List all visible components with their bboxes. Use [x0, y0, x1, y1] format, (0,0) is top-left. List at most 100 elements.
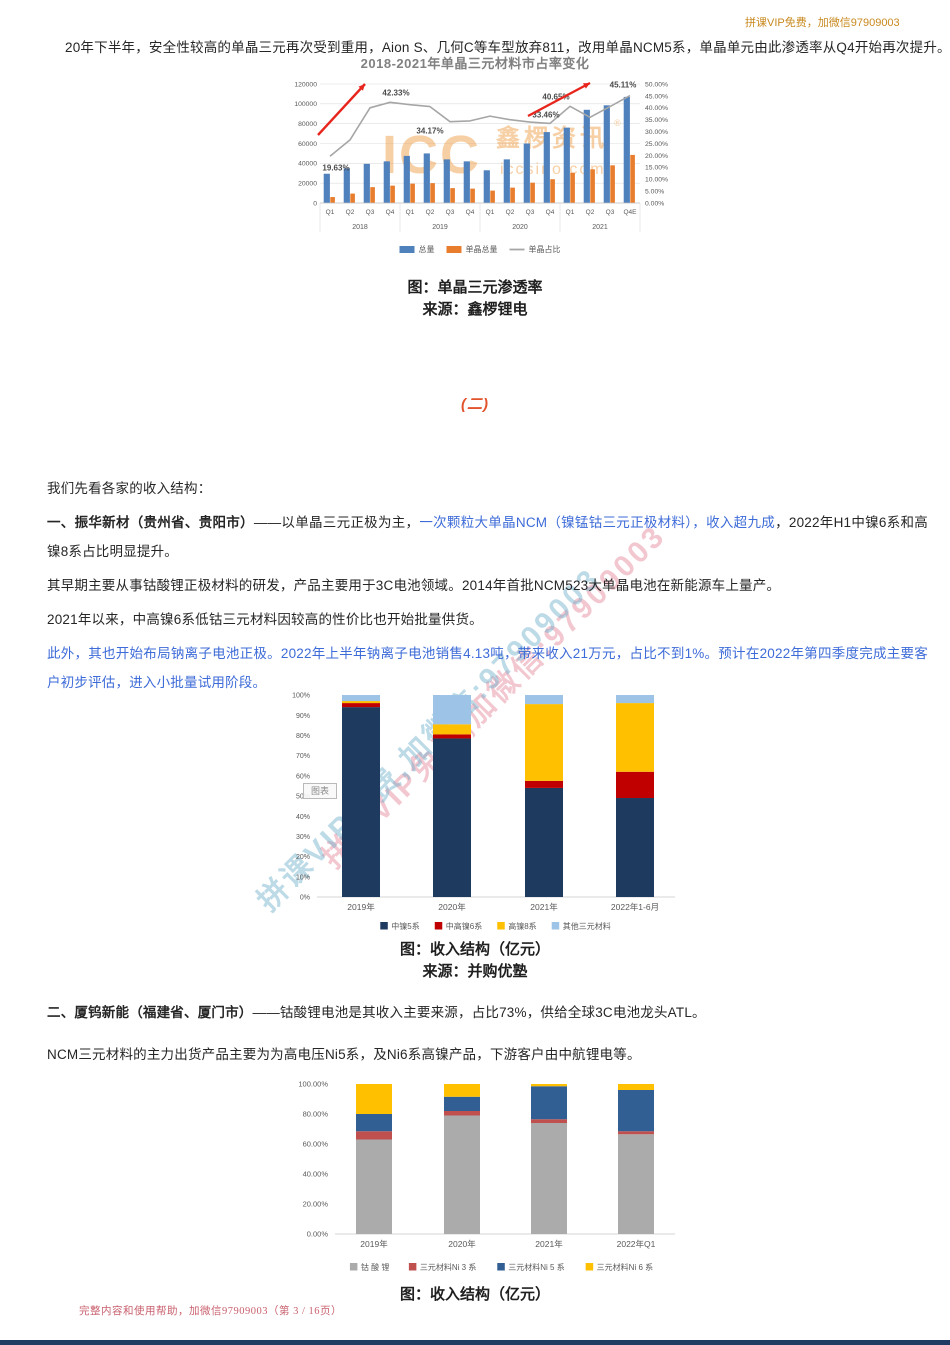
svg-text:2020: 2020 [512, 224, 528, 231]
xtc-rest: ——钴酸锂电池是其收入主要来源，占比73%，供给全球3C电池龙头ATL。 [252, 1004, 706, 1020]
svg-text:单晶总量: 单晶总量 [466, 244, 498, 254]
svg-text:0: 0 [313, 200, 317, 207]
svg-text:40.00%: 40.00% [645, 105, 668, 112]
svg-text:20.00%: 20.00% [645, 153, 668, 160]
svg-text:10.00%: 10.00% [645, 177, 668, 184]
zhenhua-rest: ，2022年H1中镍6系和高镍8系占比明显提升。 [47, 514, 928, 559]
svg-text:Q2: Q2 [346, 209, 355, 216]
svg-text:0%: 0% [300, 895, 310, 902]
svg-text:ICC: ICC [382, 125, 481, 185]
svg-text:25.00%: 25.00% [645, 141, 668, 148]
paragraph-zhenhua: 一、振华新材（贵州省、贵阳市）——以单晶三元正极为主，一次颗粒大单晶NCM（镍锰… [47, 508, 928, 566]
svg-text:Q4E: Q4E [623, 209, 637, 216]
svg-text:Q3: Q3 [606, 209, 615, 216]
vip-watermark-top: 拼课VIP免费，加微信97909003 [745, 17, 900, 29]
svg-text:单晶占比: 单晶占比 [529, 244, 561, 254]
svg-text:2021: 2021 [592, 224, 608, 231]
svg-text:Q1: Q1 [326, 209, 335, 216]
paragraph-lead: 我们先看各家的收入结构： [47, 480, 212, 496]
zhenhua-highlight: 一次颗粒大单晶NCM（镍锰钴三元正极材料），收入超九成 [419, 514, 776, 530]
svg-text:2018: 2018 [352, 224, 368, 231]
page-footer: 完整内容和使用帮助，加微信97909003（第 3 / 16页） [79, 1306, 343, 1317]
svg-text:40%: 40% [296, 814, 310, 821]
chart2-source: 来源：并购优塾 [422, 963, 528, 980]
svg-text:0.00%: 0.00% [645, 200, 664, 207]
svg-text:2019年: 2019年 [360, 1239, 388, 1249]
paragraph-sodium: 此外，其也开始布局钠离子电池正极。2022年上半年钠离子电池销售4.13吨，带来… [47, 645, 928, 690]
svg-text:高镍8系: 高镍8系 [508, 921, 536, 931]
zhenhua-mid: ——以单晶三元正极为主， [253, 514, 420, 530]
chart-single-crystal-penetration: 120000 100000 80000 60000 40000 20000 0 50.00% 4… [284, 58, 684, 279]
svg-text:45.00%: 45.00% [645, 93, 668, 100]
svg-text:总量: 总量 [419, 244, 435, 254]
svg-text:Q4: Q4 [466, 209, 475, 216]
chart2-caption: 图：收入结构（亿元） [399, 941, 550, 958]
svg-text:Q2: Q2 [426, 209, 435, 216]
chart-artifact-box: 图表 [303, 783, 337, 799]
paragraph-2021: 2021年以来，中高镍6系低钴三元材料因较高的性价比也开始批量供货。 [47, 611, 483, 627]
svg-text:35.00%: 35.00% [645, 117, 668, 124]
svg-text:®: ® [614, 118, 621, 128]
svg-text:45.11%: 45.11% [610, 81, 637, 90]
svg-text:30.00%: 30.00% [645, 129, 668, 136]
svg-text:2022年Q1: 2022年Q1 [617, 1239, 656, 1249]
chart3-caption: 图：收入结构（亿元） [399, 1286, 550, 1303]
svg-text:30%: 30% [296, 834, 310, 841]
xtc-name: 二、厦钨新能（福建省、厦门市） [47, 1004, 253, 1020]
svg-text:100.00%: 100.00% [298, 1080, 328, 1089]
svg-text:60%: 60% [296, 773, 310, 780]
svg-text:Q3: Q3 [366, 209, 375, 216]
svg-text:50%: 50% [296, 794, 310, 801]
bottom-bar [0, 1340, 950, 1345]
svg-text:20000: 20000 [298, 181, 317, 188]
svg-text:2020年: 2020年 [448, 1239, 476, 1249]
chart1-title: 2018-2021年单晶三元材料市占率变化 [360, 56, 590, 71]
svg-text:Q2: Q2 [506, 209, 515, 216]
svg-text:120000: 120000 [294, 81, 317, 88]
svg-text:Q3: Q3 [446, 209, 455, 216]
svg-text:三元材料Ni 6 系: 三元材料Ni 6 系 [597, 1262, 653, 1272]
svg-text:Q4: Q4 [546, 209, 555, 216]
svg-text:10%: 10% [296, 874, 310, 881]
svg-text:60000: 60000 [298, 141, 317, 148]
chart1-caption: 图：单晶三元渗透率 [407, 279, 543, 296]
chart1-source: 来源：鑫椤锂电 [422, 301, 528, 318]
chart-xtc-revenue-structure: 100.00% 80.00% 60.00% 40.00% 20.00% 0.00% 2019… [283, 1066, 683, 1286]
svg-text:其他三元材料: 其他三元材料 [563, 921, 611, 931]
svg-text:钴 酸 锂: 钴 酸 锂 [361, 1262, 389, 1272]
svg-text:三元材料Ni 3 系: 三元材料Ni 3 系 [420, 1262, 476, 1272]
svg-text:60.00%: 60.00% [303, 1140, 329, 1149]
svg-text:Q3: Q3 [526, 209, 535, 216]
paragraph-intro: 20年下半年，安全性较高的单晶三元再次受到重用，Aion S、几何C等车型放弃8… [65, 39, 950, 55]
svg-text:5.00%: 5.00% [645, 189, 664, 196]
svg-text:100000: 100000 [294, 101, 317, 108]
svg-text:Q2: Q2 [586, 209, 595, 216]
svg-text:Q1: Q1 [566, 209, 575, 216]
svg-text:42.33%: 42.33% [382, 88, 409, 97]
section-marker: (二) [461, 396, 489, 413]
svg-text:Q4: Q4 [386, 209, 395, 216]
svg-text:2019: 2019 [432, 224, 448, 231]
svg-text:2019年: 2019年 [347, 902, 375, 912]
svg-text:中镍5系: 中镍5系 [391, 921, 419, 931]
paragraph-history: 其早期主要从事钴酸锂正极材料的研发，产品主要用于3C电池领域。2014年首批NC… [47, 577, 781, 593]
svg-text:0.00%: 0.00% [307, 1230, 329, 1239]
paragraph-ncm: NCM三元材料的主力出货产品主要为为高电压Ni5系，及Ni6系高镍产品，下游客户… [47, 1046, 641, 1062]
paragraph-xtc: 二、厦钨新能（福建省、厦门市）——钴酸锂电池是其收入主要来源，占比73%，供给全… [47, 998, 928, 1027]
svg-text:34.17%: 34.17% [416, 127, 443, 136]
svg-text:50.00%: 50.00% [645, 81, 668, 88]
svg-text:19.63%: 19.63% [322, 163, 349, 172]
svg-text:鑫椤资讯: 鑫椤资讯 [496, 124, 608, 152]
svg-text:40.00%: 40.00% [303, 1170, 329, 1179]
svg-text:100%: 100% [292, 693, 310, 700]
svg-text:20.00%: 20.00% [303, 1200, 329, 1209]
chart-zhenhua-revenue-structure: 100% 90% 80% 70% 60% 50% 40% 30% 20% 10% 0% 2019年 20… [283, 688, 678, 943]
svg-text:70%: 70% [296, 753, 310, 760]
svg-text:90%: 90% [296, 713, 310, 720]
svg-text:33.46%: 33.46% [532, 110, 559, 119]
svg-text:三元材料Ni 5 系: 三元材料Ni 5 系 [508, 1262, 564, 1272]
svg-text:15.00%: 15.00% [645, 165, 668, 172]
svg-text:Q1: Q1 [486, 209, 495, 216]
svg-text:2020年: 2020年 [438, 902, 466, 912]
